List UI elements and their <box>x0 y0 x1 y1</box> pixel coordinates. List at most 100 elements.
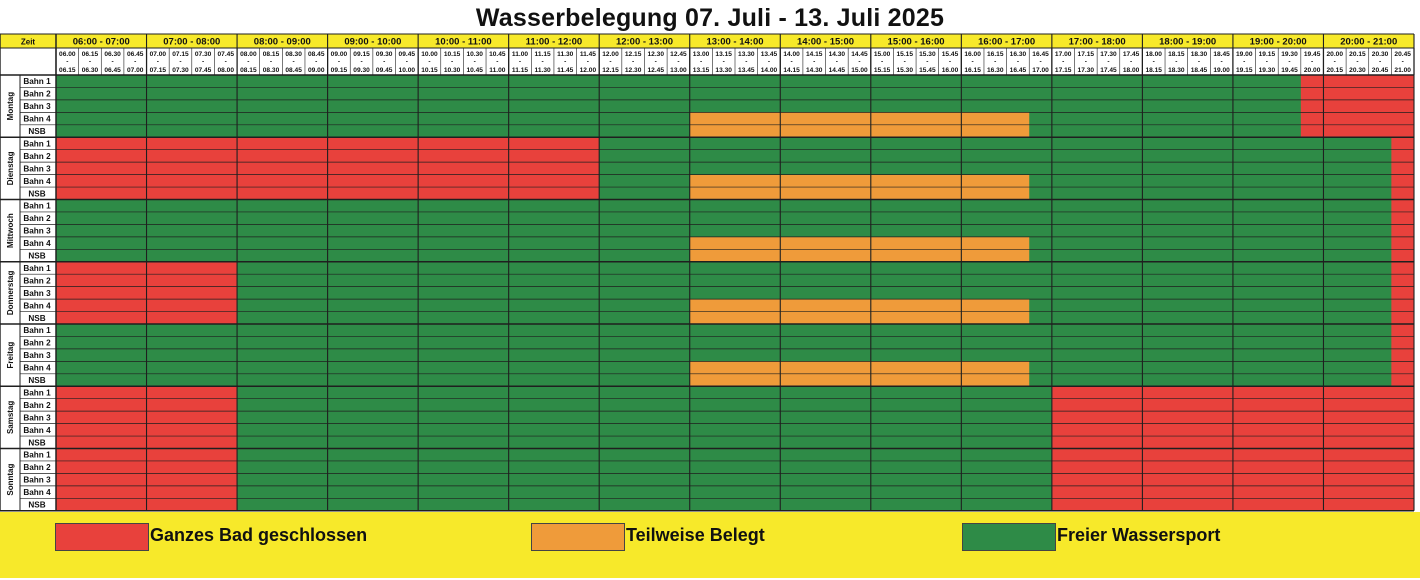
slot-end-label: 17.45 <box>1100 67 1117 74</box>
block-closed <box>1391 324 1414 387</box>
legend-swatch-partial <box>531 523 625 551</box>
hour-label: 11:00 - 12:00 <box>526 37 583 48</box>
slot-end-label: 16.30 <box>987 67 1004 74</box>
lane-label: Bahn 3 <box>23 413 51 422</box>
slot-start-label: 07.45 <box>217 51 234 58</box>
slot-start-label: 07.15 <box>172 51 189 58</box>
slot-end-label: 13.15 <box>693 67 710 74</box>
slot-dash: - <box>179 59 181 66</box>
slot-start-label: 08.45 <box>308 51 325 58</box>
slot-dash: - <box>134 59 136 66</box>
slot-start-label: 20.15 <box>1349 51 1366 58</box>
slot-dash: - <box>790 59 792 66</box>
slot-dash: - <box>881 59 883 66</box>
slot-end-label: 17.00 <box>1032 67 1049 74</box>
day-label-cell <box>0 324 56 387</box>
slot-dash: - <box>247 59 249 66</box>
slot-end-label: 10.15 <box>421 67 438 74</box>
lane-label: Bahn 1 <box>23 77 51 86</box>
slot-start-label: 14.15 <box>806 51 823 58</box>
slot-dash: - <box>157 59 159 66</box>
slot-end-label: 10.30 <box>444 67 461 74</box>
slot-dash: - <box>111 59 113 66</box>
slot-start-label: 11.15 <box>535 51 551 58</box>
slot-start-label: 11.45 <box>580 51 596 58</box>
slot-start-label: 07.30 <box>195 51 212 58</box>
lane-label: NSB <box>28 376 45 385</box>
slot-end-label: 15.45 <box>919 67 936 74</box>
day-label: Freitag <box>6 342 15 369</box>
day-label-cell <box>0 75 56 138</box>
slot-start-label: 13.15 <box>715 51 732 58</box>
day-label: Montag <box>6 92 15 121</box>
lane-label: Bahn 4 <box>23 115 51 124</box>
slot-dash: - <box>1311 59 1313 66</box>
slot-start-label: 09.15 <box>353 51 370 58</box>
slot-start-label: 06.15 <box>82 51 99 58</box>
slot-dash: - <box>451 59 453 66</box>
slot-dash: - <box>1379 59 1381 66</box>
slot-dash: - <box>542 59 544 66</box>
hour-label: 18:00 - 19:00 <box>1159 37 1216 48</box>
day-label: Donnerstag <box>6 271 15 316</box>
slot-start-label: 17.15 <box>1078 51 1095 58</box>
slot-end-label: 19.30 <box>1259 67 1276 74</box>
slot-end-label: 07.15 <box>150 67 167 74</box>
slot-start-label: 20.45 <box>1394 51 1411 58</box>
slot-end-label: 20.00 <box>1304 67 1321 74</box>
slot-end-label: 11.30 <box>535 67 551 74</box>
slot-end-label: 09.00 <box>308 67 325 74</box>
slot-dash: - <box>677 59 679 66</box>
slot-end-label: 12.45 <box>648 67 665 74</box>
day-label: Dienstag <box>6 151 15 185</box>
slot-dash: - <box>1402 59 1404 66</box>
slot-start-label: 16.45 <box>1032 51 1049 58</box>
day-label-cell <box>0 199 56 262</box>
slot-start-label: 13.00 <box>693 51 710 58</box>
slot-dash: - <box>609 59 611 66</box>
slot-dash: - <box>994 59 996 66</box>
slot-start-label: 20.00 <box>1327 51 1344 58</box>
slot-end-label: 08.45 <box>285 67 302 74</box>
slot-start-label: 12.45 <box>670 51 687 58</box>
slot-start-label: 14.30 <box>829 51 846 58</box>
slot-start-label: 20.30 <box>1372 51 1389 58</box>
slot-end-label: 12.15 <box>602 67 619 74</box>
slot-dash: - <box>1175 59 1177 66</box>
hour-label: 10:00 - 11:00 <box>435 37 492 48</box>
lane-label: Bahn 4 <box>23 426 51 435</box>
slot-start-label: 09.30 <box>376 51 393 58</box>
day-label: Samstag <box>6 401 15 434</box>
slot-dash: - <box>972 59 974 66</box>
slot-end-label: 16.00 <box>942 67 959 74</box>
block-closed <box>1391 261 1414 324</box>
slot-start-label: 18.15 <box>1168 51 1185 58</box>
slot-end-label: 21.00 <box>1394 67 1411 74</box>
slot-dash: - <box>496 59 498 66</box>
lane-label: Bahn 2 <box>23 214 51 223</box>
slot-dash: - <box>519 59 521 66</box>
slot-dash: - <box>1243 59 1245 66</box>
slot-dash: - <box>383 59 385 66</box>
slot-end-label: 09.15 <box>331 67 348 74</box>
day-label-cell <box>0 137 56 200</box>
slot-start-label: 17.30 <box>1100 51 1117 58</box>
lane-label: NSB <box>28 127 45 136</box>
slot-start-label: 06.30 <box>104 51 121 58</box>
slot-end-label: 07.00 <box>127 67 144 74</box>
slot-start-label: 18.00 <box>1145 51 1162 58</box>
slot-dash: - <box>655 59 657 66</box>
slot-start-label: 16.00 <box>964 51 981 58</box>
slot-dash: - <box>723 59 725 66</box>
slot-start-label: 14.45 <box>851 51 868 58</box>
lane-label: Bahn 1 <box>23 202 51 211</box>
slot-end-label: 13.30 <box>715 67 732 74</box>
slot-start-label: 10.00 <box>421 51 438 58</box>
slot-start-label: 18.45 <box>1213 51 1230 58</box>
slot-dash: - <box>428 59 430 66</box>
slot-start-label: 12.30 <box>648 51 665 58</box>
slot-dash: - <box>1130 59 1132 66</box>
hour-label: 14:00 - 15:00 <box>797 37 854 48</box>
slot-dash: - <box>1085 59 1087 66</box>
slot-start-label: 11.00 <box>512 51 528 58</box>
